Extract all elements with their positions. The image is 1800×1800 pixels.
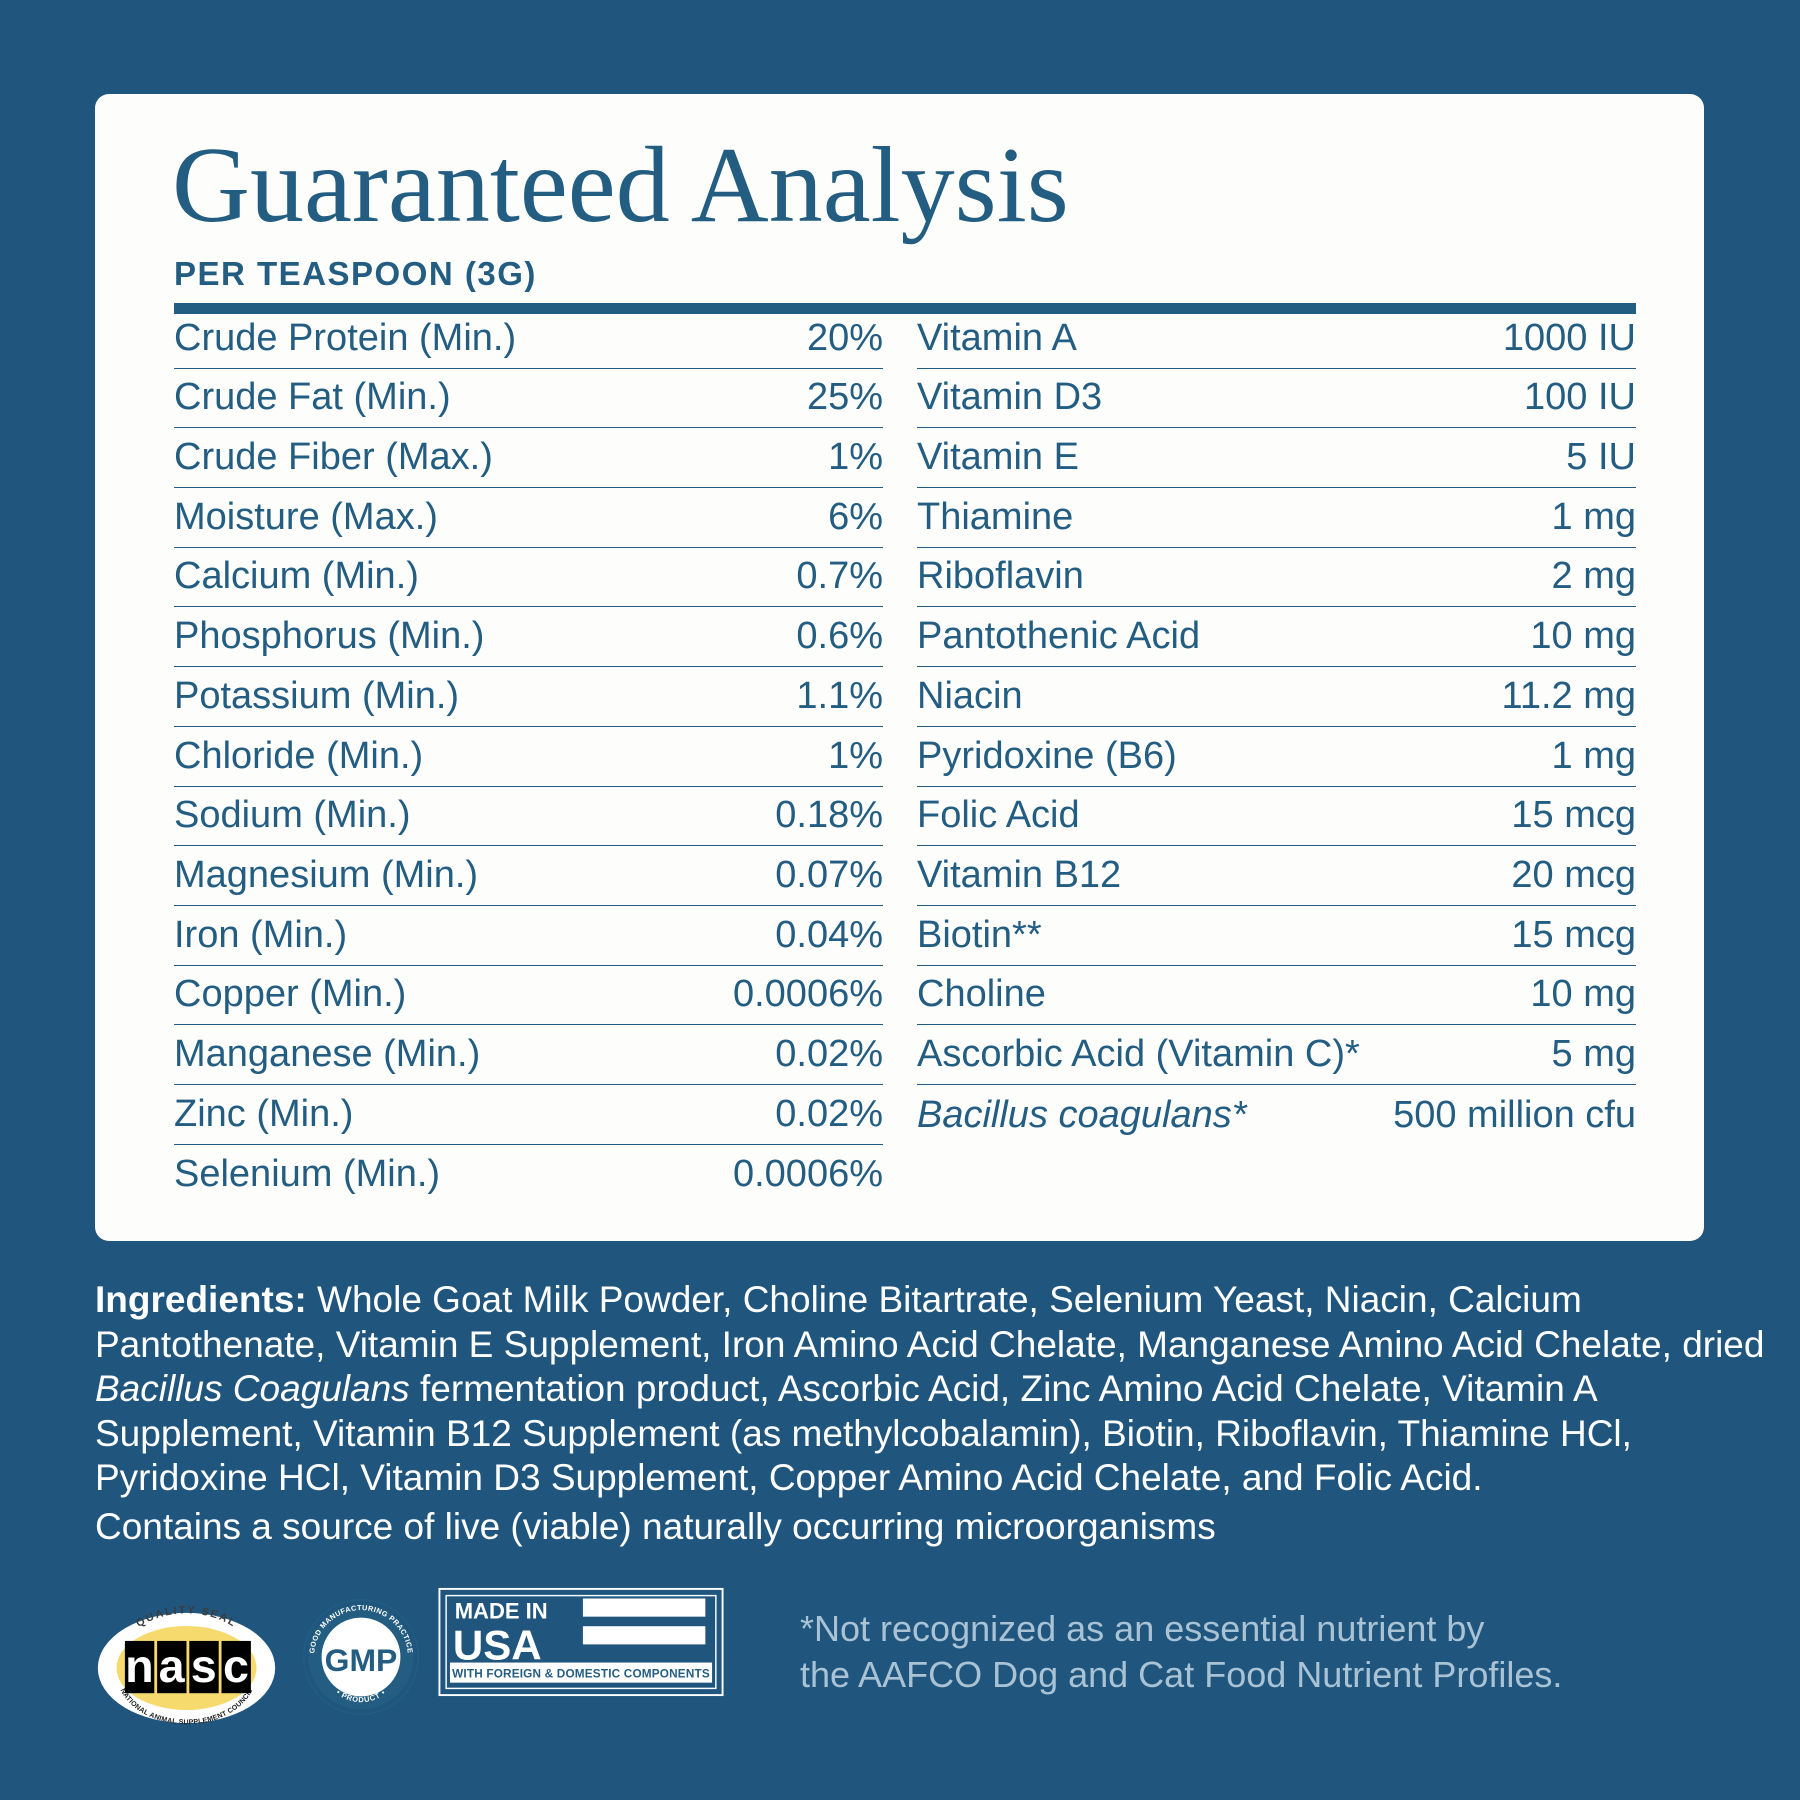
svg-text:GMP: GMP [325, 1642, 398, 1678]
svg-text:a: a [159, 1640, 186, 1692]
svg-text:c: c [223, 1640, 249, 1692]
svg-text:MADE IN: MADE IN [455, 1599, 548, 1624]
svg-text:n: n [125, 1640, 154, 1692]
svg-text:s: s [191, 1640, 217, 1692]
svg-text:USA: USA [453, 1622, 542, 1669]
svg-text:WITH FOREIGN & DOMESTIC COMPON: WITH FOREIGN & DOMESTIC COMPONENTS [452, 1667, 710, 1680]
